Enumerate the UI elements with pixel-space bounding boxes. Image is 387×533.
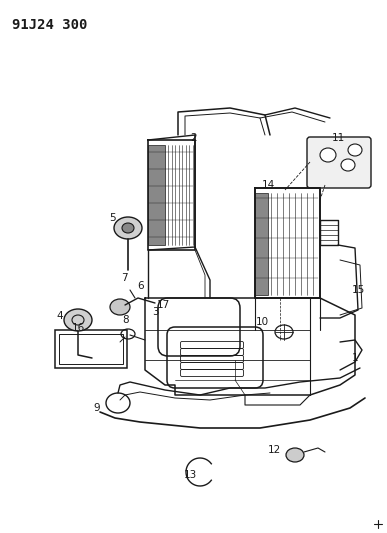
Ellipse shape	[122, 223, 134, 233]
Text: 8: 8	[123, 315, 129, 325]
Polygon shape	[255, 193, 268, 295]
Text: 2: 2	[191, 133, 197, 143]
Text: 15: 15	[351, 285, 365, 295]
Text: 4: 4	[57, 311, 63, 321]
Text: 13: 13	[183, 470, 197, 480]
Text: 7: 7	[121, 273, 127, 283]
Ellipse shape	[64, 309, 92, 331]
Ellipse shape	[348, 144, 362, 156]
FancyBboxPatch shape	[307, 137, 371, 188]
Text: 3: 3	[152, 307, 158, 317]
Text: 12: 12	[267, 445, 281, 455]
Ellipse shape	[320, 148, 336, 162]
Ellipse shape	[110, 299, 130, 315]
Text: 11: 11	[331, 133, 345, 143]
Text: 17: 17	[156, 300, 170, 310]
Ellipse shape	[114, 217, 142, 239]
Text: 10: 10	[255, 317, 269, 327]
Text: 6: 6	[138, 281, 144, 291]
Ellipse shape	[275, 325, 293, 339]
Text: 16: 16	[71, 323, 85, 333]
Text: 14: 14	[261, 180, 275, 190]
Ellipse shape	[341, 159, 355, 171]
Polygon shape	[148, 145, 165, 245]
Ellipse shape	[286, 448, 304, 462]
Bar	[59, 334, 123, 364]
Text: 1: 1	[352, 353, 358, 363]
Text: 91J24 300: 91J24 300	[12, 18, 87, 32]
Bar	[55, 330, 127, 368]
Text: 5: 5	[110, 213, 116, 223]
Text: 9: 9	[94, 403, 100, 413]
